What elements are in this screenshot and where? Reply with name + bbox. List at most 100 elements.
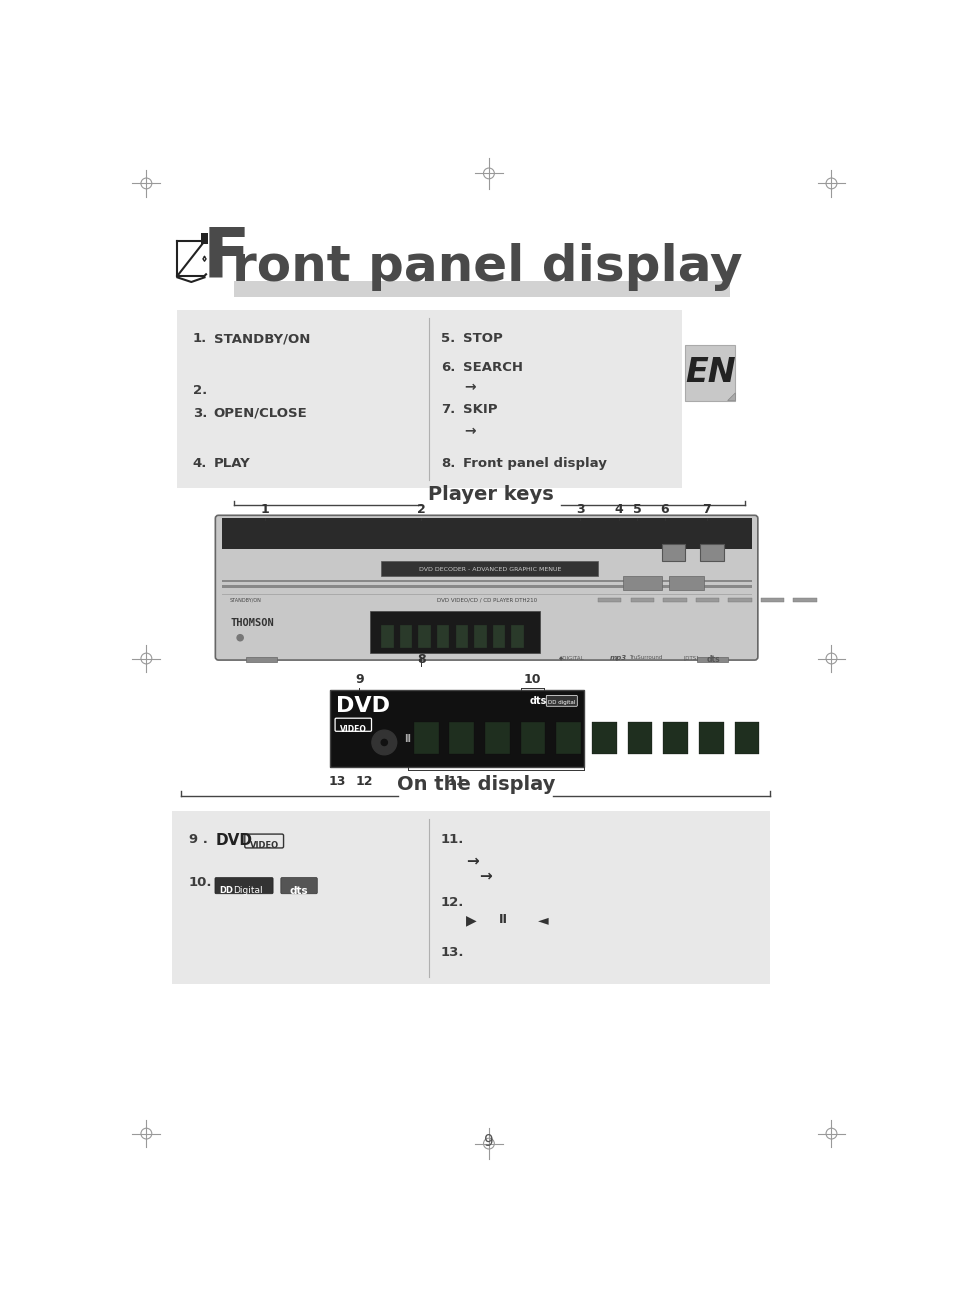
Text: 8.: 8. — [440, 456, 455, 469]
Text: 9 .: 9 . — [189, 832, 208, 845]
Polygon shape — [727, 393, 735, 400]
Bar — [221, 580, 751, 583]
Bar — [627, 721, 652, 754]
Text: 8: 8 — [416, 653, 425, 666]
Text: TruSurround: TruSurround — [629, 656, 662, 660]
Bar — [699, 721, 723, 754]
Bar — [728, 599, 751, 602]
Bar — [172, 811, 769, 985]
Text: DD: DD — [219, 885, 233, 895]
Text: 9: 9 — [483, 1134, 494, 1149]
Text: 11: 11 — [447, 775, 465, 788]
Text: STANDBY/ON: STANDBY/ON — [213, 333, 310, 346]
Bar — [684, 346, 735, 400]
Text: 7.: 7. — [440, 403, 455, 416]
Text: II: II — [403, 734, 410, 745]
FancyBboxPatch shape — [280, 878, 317, 893]
Bar — [200, 233, 208, 244]
Bar — [734, 721, 759, 754]
Text: Digital: Digital — [233, 885, 262, 895]
Text: 2: 2 — [416, 503, 425, 516]
Circle shape — [372, 730, 396, 755]
Bar — [381, 561, 598, 576]
Bar — [669, 576, 703, 589]
Text: 10: 10 — [523, 673, 540, 686]
Text: 11.: 11. — [440, 832, 464, 845]
Bar — [245, 657, 276, 661]
Bar — [474, 625, 486, 648]
Bar — [598, 599, 620, 602]
Text: [DTS]: [DTS] — [682, 656, 699, 660]
Text: 13.: 13. — [440, 945, 464, 958]
Text: VIDEO: VIDEO — [250, 841, 278, 850]
Text: 5: 5 — [632, 503, 640, 516]
Bar — [456, 625, 468, 648]
Text: F: F — [203, 224, 251, 291]
Bar — [760, 599, 783, 602]
FancyBboxPatch shape — [215, 515, 757, 660]
Text: 6: 6 — [659, 503, 668, 516]
Text: dts: dts — [706, 656, 720, 665]
Text: DVD: DVD — [335, 696, 390, 716]
Text: STANDBY/ON: STANDBY/ON — [230, 597, 262, 602]
Bar — [493, 625, 505, 648]
Bar — [221, 593, 751, 596]
Bar — [381, 625, 394, 648]
Text: Player keys: Player keys — [428, 485, 554, 503]
Text: ront panel display: ront panel display — [232, 244, 741, 291]
Text: THOMSON: THOMSON — [230, 618, 274, 629]
Text: 12: 12 — [355, 775, 373, 788]
Bar — [177, 310, 681, 488]
Bar — [662, 599, 686, 602]
Bar — [449, 721, 474, 754]
Text: VIDEO: VIDEO — [339, 725, 366, 734]
Bar — [233, 282, 729, 296]
Text: II: II — [498, 913, 507, 926]
Text: dts: dts — [290, 885, 308, 896]
Bar — [630, 599, 654, 602]
Bar — [399, 625, 412, 648]
Text: ▶: ▶ — [466, 913, 476, 927]
Bar — [793, 599, 816, 602]
Text: DVD: DVD — [216, 832, 253, 848]
Bar — [511, 625, 523, 648]
Text: 3: 3 — [576, 503, 584, 516]
Text: 4.: 4. — [193, 456, 207, 469]
Bar — [695, 599, 719, 602]
Text: On the display: On the display — [396, 775, 555, 794]
Text: OPEN/CLOSE: OPEN/CLOSE — [213, 407, 307, 420]
Bar — [221, 519, 751, 549]
Circle shape — [381, 739, 387, 746]
Text: SEARCH: SEARCH — [462, 360, 522, 373]
Bar — [622, 576, 661, 589]
Bar — [700, 544, 723, 561]
Text: 9: 9 — [355, 673, 363, 686]
Bar — [436, 625, 449, 648]
Bar — [592, 721, 617, 754]
Text: ◄: ◄ — [537, 913, 548, 927]
Bar — [662, 721, 687, 754]
Text: 4: 4 — [614, 503, 623, 516]
Bar — [556, 721, 580, 754]
Bar — [369, 610, 539, 653]
Circle shape — [236, 635, 243, 640]
Bar — [330, 690, 583, 767]
Text: 1.: 1. — [193, 333, 207, 346]
Text: 2.: 2. — [193, 383, 207, 396]
Text: STOP: STOP — [462, 333, 502, 346]
Text: 10.: 10. — [189, 876, 213, 889]
Text: 12.: 12. — [440, 896, 464, 909]
Bar — [520, 721, 545, 754]
Text: 1: 1 — [260, 503, 269, 516]
Text: dts: dts — [530, 696, 547, 707]
FancyBboxPatch shape — [214, 878, 273, 893]
Text: 13: 13 — [328, 775, 345, 788]
Text: 3.: 3. — [193, 407, 207, 420]
Text: 6.: 6. — [440, 360, 455, 373]
FancyBboxPatch shape — [546, 695, 577, 707]
Text: →: → — [466, 853, 478, 868]
Bar — [418, 625, 431, 648]
Bar — [221, 585, 751, 588]
Text: SKIP: SKIP — [462, 403, 497, 416]
Bar — [484, 721, 509, 754]
